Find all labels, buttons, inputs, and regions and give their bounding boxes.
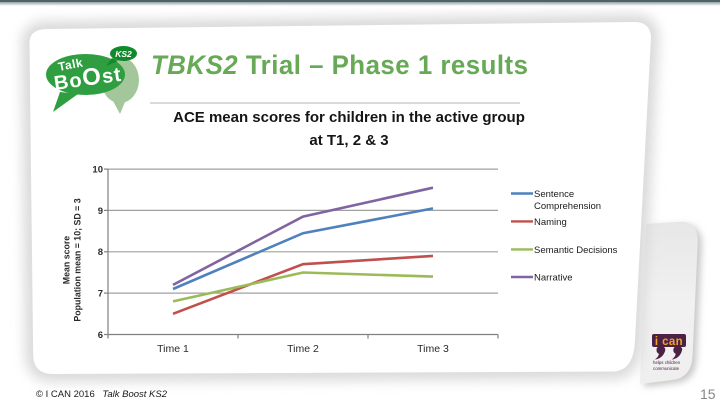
svg-text:Time 1: Time 1 bbox=[157, 343, 189, 355]
svg-text:9: 9 bbox=[98, 206, 103, 217]
svg-text:Sentence: Sentence bbox=[534, 189, 574, 200]
svg-text:Semantic Decisions: Semantic Decisions bbox=[534, 245, 618, 256]
svg-text:8: 8 bbox=[98, 247, 103, 258]
svg-text:KS2: KS2 bbox=[115, 49, 132, 59]
svg-text:Narrative: Narrative bbox=[534, 272, 573, 283]
svg-text:Mean score: Mean score bbox=[62, 236, 72, 285]
svg-text:Time 3: Time 3 bbox=[417, 343, 449, 355]
svg-text:helps children: helps children bbox=[653, 360, 681, 365]
svg-text:Comprehension: Comprehension bbox=[534, 201, 601, 212]
svg-text:6: 6 bbox=[98, 330, 103, 341]
svg-text:10: 10 bbox=[92, 165, 103, 176]
svg-text:Naming: Naming bbox=[534, 217, 567, 228]
svg-text:communicate: communicate bbox=[653, 366, 680, 371]
svg-text:7: 7 bbox=[98, 289, 103, 300]
svg-text:Time 2: Time 2 bbox=[287, 343, 319, 355]
svg-text:Population mean = 10; SD = 3: Population mean = 10; SD = 3 bbox=[73, 198, 83, 321]
svg-text:Talk: Talk bbox=[57, 55, 84, 74]
svg-text:i can: i can bbox=[655, 336, 683, 348]
